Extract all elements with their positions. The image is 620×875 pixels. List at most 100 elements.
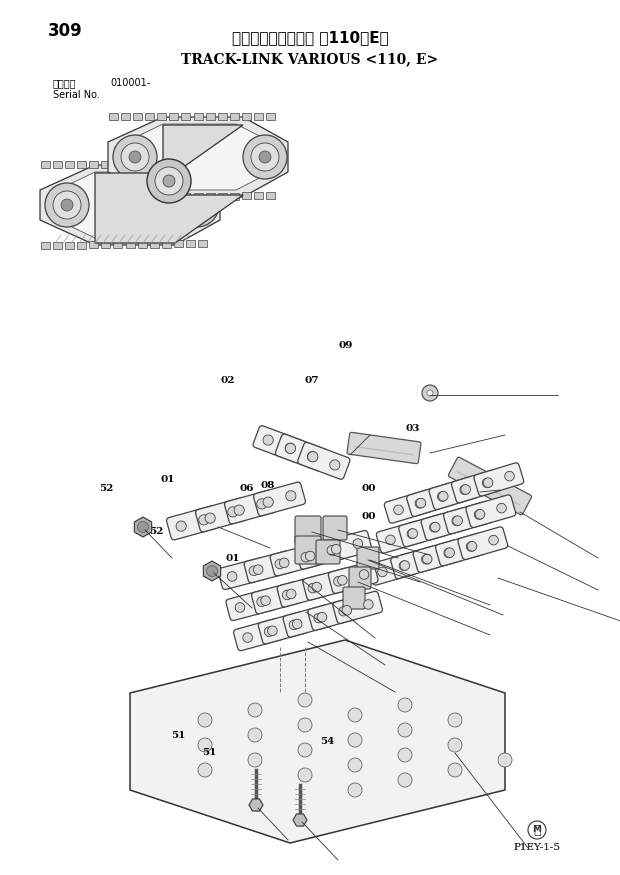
Text: 03: 03 <box>405 424 420 433</box>
Circle shape <box>342 606 352 615</box>
FancyBboxPatch shape <box>296 537 346 569</box>
Polygon shape <box>40 165 220 245</box>
Circle shape <box>183 191 211 219</box>
Bar <box>133 113 142 120</box>
Bar <box>53 242 61 248</box>
FancyBboxPatch shape <box>429 476 479 509</box>
Bar <box>162 161 171 168</box>
Bar <box>174 161 183 168</box>
Circle shape <box>286 491 296 501</box>
Circle shape <box>261 596 270 605</box>
Polygon shape <box>203 561 221 581</box>
Circle shape <box>348 758 362 772</box>
Circle shape <box>330 460 340 470</box>
Circle shape <box>61 199 73 211</box>
FancyBboxPatch shape <box>308 598 358 630</box>
Bar <box>206 192 215 200</box>
Circle shape <box>363 599 373 609</box>
Circle shape <box>348 708 362 722</box>
Circle shape <box>263 497 273 507</box>
Polygon shape <box>95 125 243 243</box>
FancyBboxPatch shape <box>218 557 268 590</box>
Bar <box>206 113 215 120</box>
FancyBboxPatch shape <box>270 544 320 576</box>
Bar <box>193 193 203 200</box>
Text: 01: 01 <box>160 475 175 484</box>
Text: 309: 309 <box>48 22 82 40</box>
Bar <box>162 241 171 248</box>
FancyBboxPatch shape <box>349 567 371 589</box>
Circle shape <box>251 143 279 171</box>
Text: 04: 04 <box>298 525 312 534</box>
Circle shape <box>129 151 141 163</box>
Circle shape <box>331 544 341 554</box>
Circle shape <box>198 738 212 752</box>
Circle shape <box>497 503 507 513</box>
Circle shape <box>339 606 348 616</box>
FancyBboxPatch shape <box>474 463 524 496</box>
Bar <box>157 113 166 120</box>
FancyBboxPatch shape <box>167 506 218 540</box>
Bar <box>113 161 122 168</box>
Text: 08: 08 <box>260 481 275 490</box>
Circle shape <box>448 738 462 752</box>
Bar <box>150 241 159 248</box>
Bar <box>101 161 110 168</box>
FancyBboxPatch shape <box>421 507 471 540</box>
Text: 010001-: 010001- <box>110 78 150 88</box>
FancyBboxPatch shape <box>329 562 378 593</box>
Circle shape <box>286 589 296 598</box>
Bar <box>186 241 195 248</box>
FancyBboxPatch shape <box>443 501 494 534</box>
Text: 08: 08 <box>253 505 268 514</box>
Circle shape <box>306 551 315 561</box>
FancyBboxPatch shape <box>376 521 426 553</box>
Circle shape <box>334 577 343 586</box>
Circle shape <box>228 571 237 581</box>
Text: 適用号機: 適用号機 <box>53 78 76 88</box>
Circle shape <box>448 713 462 727</box>
Bar <box>230 192 239 200</box>
FancyBboxPatch shape <box>234 619 283 651</box>
Circle shape <box>298 718 312 732</box>
FancyBboxPatch shape <box>316 540 340 564</box>
Bar <box>254 113 264 120</box>
Circle shape <box>378 567 388 577</box>
FancyBboxPatch shape <box>435 534 485 566</box>
Polygon shape <box>115 124 281 190</box>
Bar <box>267 113 275 120</box>
Bar <box>108 194 118 201</box>
Text: 01: 01 <box>231 578 246 586</box>
Circle shape <box>476 509 485 519</box>
Bar <box>145 113 154 120</box>
Circle shape <box>293 620 302 629</box>
Bar <box>89 242 98 248</box>
Circle shape <box>408 528 418 538</box>
Bar <box>182 113 190 120</box>
Text: 52: 52 <box>149 528 164 536</box>
Circle shape <box>263 435 273 445</box>
FancyBboxPatch shape <box>254 482 306 516</box>
FancyBboxPatch shape <box>244 551 294 583</box>
Circle shape <box>298 693 312 707</box>
FancyBboxPatch shape <box>303 568 352 600</box>
Text: 51: 51 <box>202 748 217 757</box>
Circle shape <box>248 753 262 767</box>
Text: 09: 09 <box>339 341 353 350</box>
Text: P1EY-1-5: P1EY-1-5 <box>513 843 560 852</box>
Bar <box>218 113 227 120</box>
Bar <box>108 113 118 120</box>
Bar <box>169 193 178 200</box>
Bar <box>113 242 122 248</box>
FancyBboxPatch shape <box>413 540 463 572</box>
FancyBboxPatch shape <box>368 552 418 585</box>
Bar <box>40 242 50 249</box>
FancyBboxPatch shape <box>466 495 516 528</box>
Circle shape <box>298 743 312 757</box>
Circle shape <box>298 768 312 782</box>
Circle shape <box>285 444 296 453</box>
Circle shape <box>427 390 433 396</box>
Circle shape <box>337 576 347 585</box>
Text: 10: 10 <box>306 534 321 542</box>
Circle shape <box>445 548 454 557</box>
